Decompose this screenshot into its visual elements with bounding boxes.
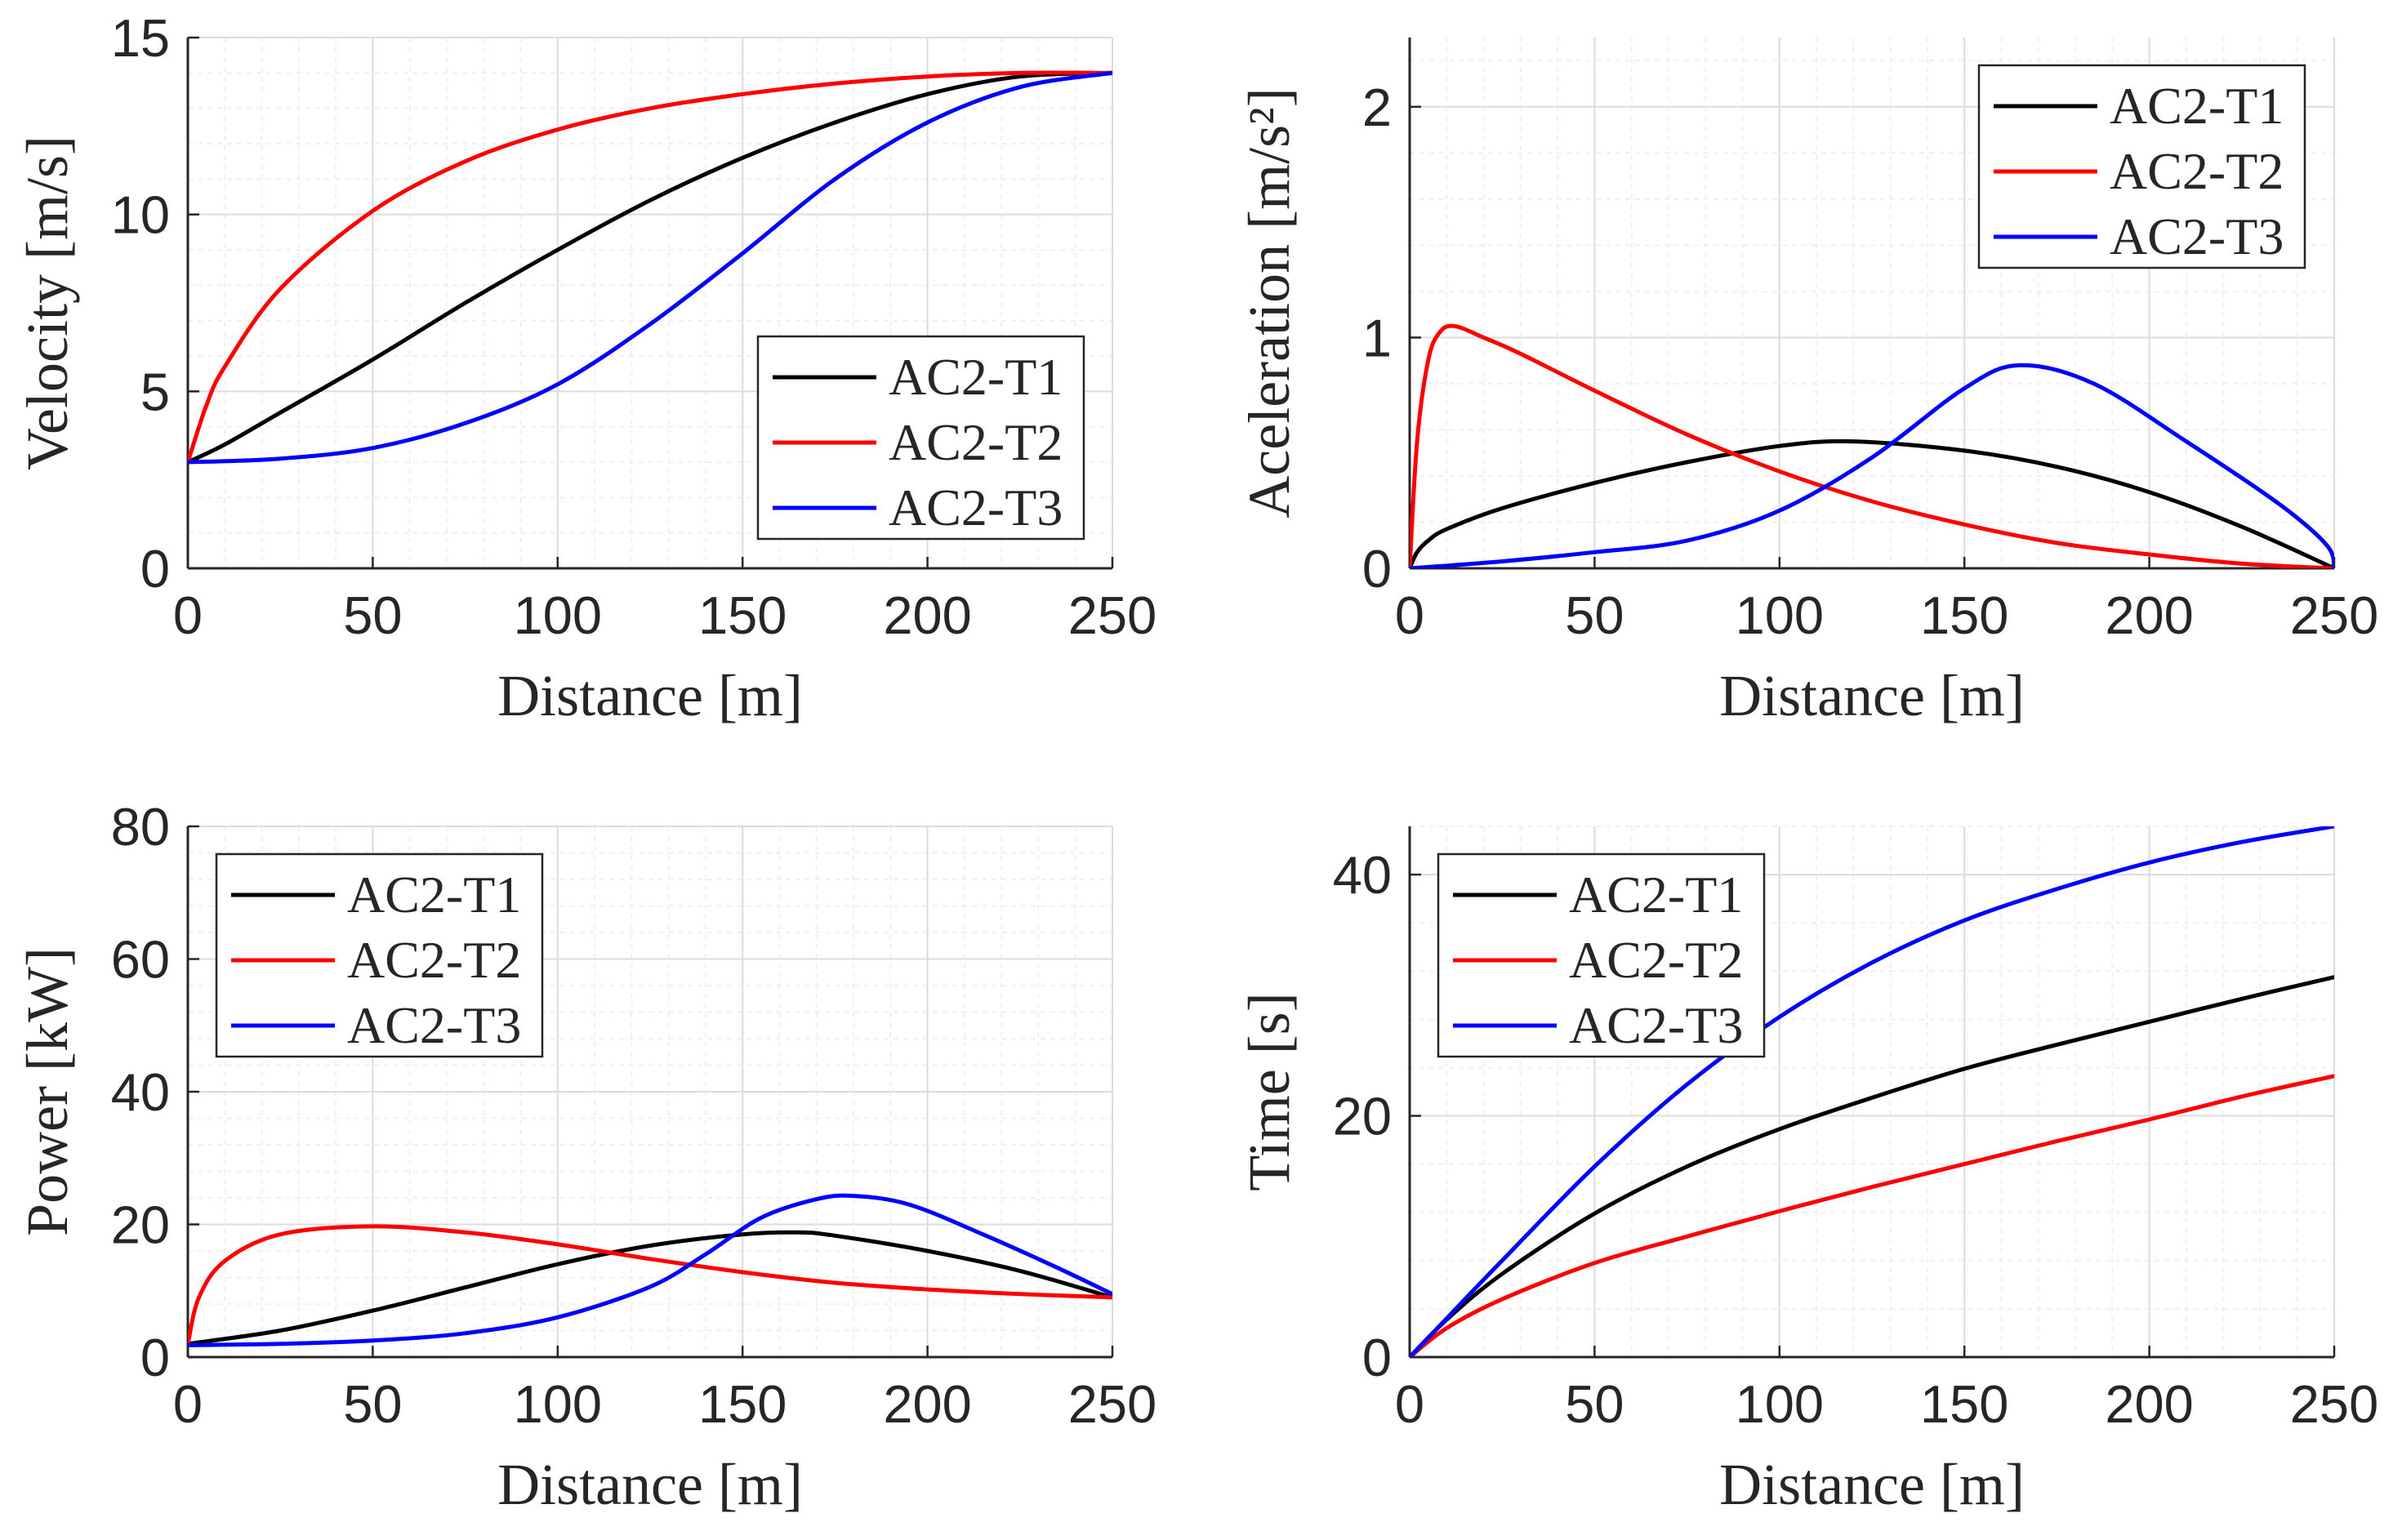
y-axis-label: Aceleration [m/s²]	[1237, 87, 1302, 518]
series-line-ac2-t1	[188, 1230, 1112, 1346]
x-tick-label: 150	[1920, 1374, 2008, 1434]
legend-label: AC2-T2	[889, 413, 1063, 471]
x-tick-label: 100	[1736, 1374, 1824, 1434]
y-tick-label: 20	[111, 1195, 170, 1255]
x-tick-label: 200	[883, 1374, 971, 1434]
series-line-ac2-t1	[188, 70, 1112, 465]
y-tick-label: 1	[1362, 308, 1392, 367]
y-tick-label: 0	[140, 1328, 170, 1387]
y-axis-label: Time [s]	[1237, 992, 1302, 1191]
legend-label: AC2-T3	[2110, 207, 2284, 265]
series-line-ac2-t3	[188, 70, 1112, 465]
y-tick-label: 2	[1362, 78, 1392, 137]
legend-box	[215, 852, 544, 1058]
x-tick-label: 250	[2290, 585, 2378, 645]
legend-label: AC2-T3	[889, 478, 1063, 536]
legend-label: AC2-T1	[2110, 77, 2284, 135]
x-tick-label: 150	[698, 1374, 787, 1434]
series-line-ac2-t3	[1410, 363, 2334, 568]
x-tick-label: 50	[1565, 1374, 1624, 1434]
legend-box	[1437, 852, 1766, 1058]
y-axis-label: Velocity [m/s]	[15, 136, 80, 470]
x-tick-label: 250	[1068, 585, 1156, 645]
x-tick-label: 200	[883, 585, 971, 645]
chart-time: 0 50 100 150 200 250 0 20 40 Distance [m] Time [s]…	[1237, 826, 2378, 1517]
x-tick-label: 50	[343, 585, 402, 645]
legend-label: AC2-T2	[1569, 931, 1743, 989]
y-tick-label: 80	[111, 797, 170, 857]
legend-label: AC2-T1	[1569, 866, 1743, 924]
series-line-ac2-t2	[188, 70, 1112, 465]
x-tick-label: 150	[1920, 585, 2008, 645]
y-axis-label: Power [kW]	[15, 947, 80, 1236]
y-tick-label: 0	[1362, 539, 1392, 599]
y-tick-label: 15	[111, 8, 170, 68]
y-tick-label: 60	[111, 930, 170, 990]
chart-acceleration: 0 50 100 150 200 250 0 1 2 Distance [m] Aceleratio…	[1237, 38, 2378, 728]
y-tick-label: 10	[111, 185, 170, 245]
legend: AC2-T1 AC2-T2 AC2-T3	[1437, 852, 1766, 1058]
x-tick-label: 100	[514, 1374, 602, 1434]
x-axis-label: Distance [m]	[497, 663, 803, 728]
legend-label: AC2-T2	[2110, 142, 2284, 200]
y-tick-label: 40	[1333, 845, 1392, 905]
x-tick-label: 250	[2290, 1374, 2378, 1434]
y-tick-label: 5	[140, 362, 170, 421]
x-tick-label: 200	[2105, 585, 2193, 645]
y-tick-label: 40	[111, 1062, 170, 1122]
x-tick-label: 100	[514, 585, 602, 645]
legend-label: AC2-T3	[347, 996, 521, 1054]
legend: AC2-T1 AC2-T2 AC2-T3	[756, 335, 1085, 541]
x-tick-label: 0	[173, 1374, 203, 1434]
x-tick-label: 0	[1395, 1374, 1424, 1434]
y-tick-label: 0	[1362, 1328, 1392, 1387]
y-tick-label: 20	[1333, 1087, 1392, 1146]
legend-label: AC2-T2	[347, 931, 521, 989]
series-line-ac2-t3	[188, 1193, 1112, 1347]
legend: AC2-T1 AC2-T2 AC2-T3	[215, 852, 544, 1058]
legend-box	[1977, 64, 2306, 269]
chart-power: 0 50 100 150 200 250 0 20 40 60 80 Distance [m] Powe…	[15, 797, 1156, 1517]
x-tick-label: 0	[173, 585, 203, 645]
series-line-ac2-t2	[1410, 323, 2334, 568]
x-tick-label: 50	[343, 1374, 402, 1434]
series-line-ac2-t2	[188, 1224, 1112, 1346]
x-tick-label: 50	[1565, 585, 1624, 645]
x-tick-label: 250	[1068, 1374, 1156, 1434]
legend-box	[756, 335, 1085, 541]
series-line-ac2-t3	[1410, 826, 2334, 1357]
x-axis-label: Distance [m]	[1719, 1452, 2025, 1517]
legend-label: AC2-T3	[1569, 996, 1743, 1054]
series-line-ac2-t1	[1410, 975, 2334, 1357]
x-tick-label: 150	[698, 585, 787, 645]
series-line-ac2-t2	[1410, 1074, 2334, 1357]
legend-label: AC2-T1	[889, 348, 1063, 406]
x-axis-label: Distance [m]	[1719, 663, 2025, 728]
y-tick-label: 0	[140, 539, 170, 599]
legend-label: AC2-T1	[347, 866, 521, 924]
legend: AC2-T1 AC2-T2 AC2-T3	[1977, 64, 2306, 269]
chart-velocity: 0 50 100 150 200 250 0 5 10 15 Distance [m] Velocit…	[15, 8, 1156, 728]
x-axis-label: Distance [m]	[497, 1452, 803, 1517]
x-tick-label: 0	[1395, 585, 1424, 645]
series-line-ac2-t1	[1410, 438, 2334, 568]
x-tick-label: 200	[2105, 1374, 2193, 1434]
x-tick-label: 100	[1736, 585, 1824, 645]
